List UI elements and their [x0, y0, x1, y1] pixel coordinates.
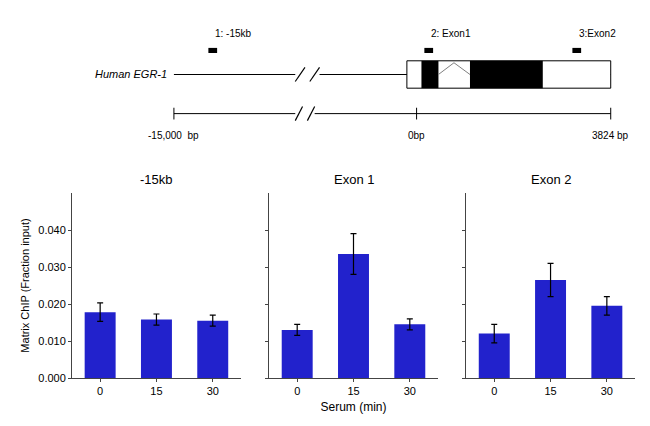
svg-text:0: 0 — [97, 385, 103, 397]
svg-text:Human EGR-1: Human EGR-1 — [95, 68, 167, 80]
svg-text:15: 15 — [544, 385, 556, 397]
svg-text:2: Exon1: 2: Exon1 — [431, 28, 471, 39]
svg-text:0: 0 — [491, 385, 497, 397]
svg-text:30: 30 — [601, 385, 613, 397]
svg-text:0.000: 0.000 — [38, 372, 66, 384]
svg-text:0.030: 0.030 — [38, 261, 66, 273]
svg-text:-15,000 bp: -15,000 bp — [148, 130, 199, 141]
svg-text:15: 15 — [150, 385, 162, 397]
svg-text:3:Exon2: 3:Exon2 — [579, 28, 616, 39]
svg-text:Serum (min): Serum (min) — [320, 400, 386, 414]
svg-text:Matrix ChIP (Fraction input): Matrix ChIP (Fraction input) — [19, 218, 31, 352]
svg-text:15: 15 — [347, 385, 359, 397]
svg-text:-15kb: -15kb — [140, 172, 173, 187]
svg-text:0bp: 0bp — [408, 130, 425, 141]
svg-text:0.040: 0.040 — [38, 224, 66, 236]
svg-text:30: 30 — [404, 385, 416, 397]
svg-text:0.020: 0.020 — [38, 298, 66, 310]
svg-text:0.010: 0.010 — [38, 335, 66, 347]
svg-text:0: 0 — [294, 385, 300, 397]
svg-text:Exon 1: Exon 1 — [334, 172, 374, 187]
svg-text:1: -15kb: 1: -15kb — [215, 28, 252, 39]
svg-text:Exon 2: Exon 2 — [531, 172, 571, 187]
svg-text:3824 bp: 3824 bp — [592, 130, 629, 141]
svg-text:30: 30 — [207, 385, 219, 397]
